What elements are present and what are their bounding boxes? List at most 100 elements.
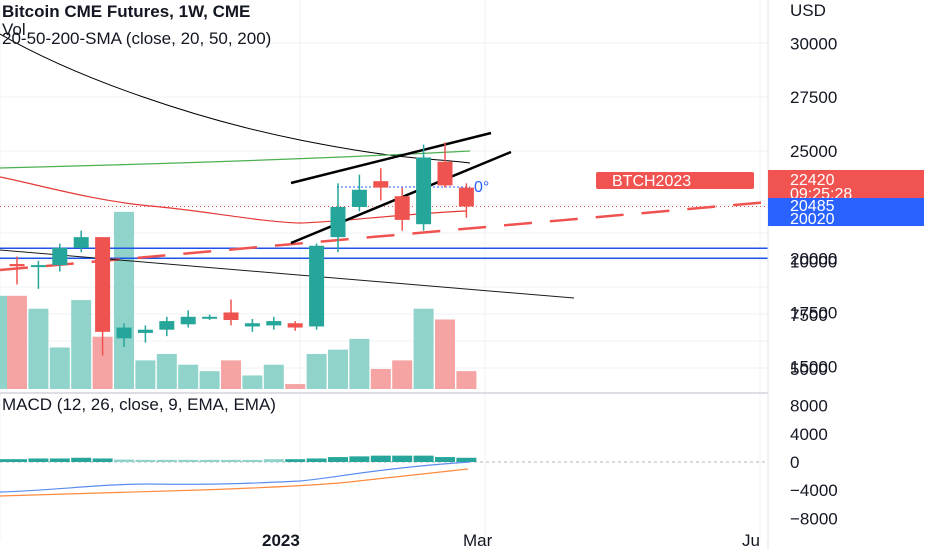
price-tick-label: 20000 xyxy=(790,250,837,269)
macd-tick-label: 0 xyxy=(790,453,799,472)
volume-bar xyxy=(0,295,7,389)
price-axis[interactable]: 3500032500300002750025000200001750015000… xyxy=(262,0,932,550)
price-tick-label: 15000 xyxy=(790,357,837,376)
candle-body xyxy=(458,187,474,207)
volume-bar xyxy=(456,371,477,389)
macd-legend[interactable]: MACD (12, 26, close, 9, EMA, EMA) xyxy=(2,395,276,414)
symbol-tag-label: BTCH2023 xyxy=(612,173,691,190)
sma-20-line xyxy=(0,176,467,224)
price-tick-label: 30000 xyxy=(790,34,837,53)
volume-bar xyxy=(7,295,27,389)
macd-histogram-bar xyxy=(392,455,413,462)
macd-histogram-bar xyxy=(242,459,263,462)
candle-body xyxy=(330,206,346,238)
macd-histogram-bar xyxy=(199,459,220,462)
candle-body xyxy=(373,181,389,188)
volume-legend[interactable]: Vol xyxy=(2,20,26,39)
axis-background xyxy=(768,0,932,550)
candle-body xyxy=(116,327,132,339)
volume-bar xyxy=(413,308,434,389)
candle-body xyxy=(287,323,303,328)
candle-body xyxy=(437,161,453,186)
moving-averages xyxy=(0,33,768,259)
candle-body xyxy=(351,189,367,207)
candle-body xyxy=(137,329,153,333)
macd-histogram-bar xyxy=(0,459,7,462)
time-tick-label: Mar xyxy=(463,531,493,550)
channel-upper-line xyxy=(290,131,492,185)
price-tick-label: 10000 xyxy=(790,252,837,271)
macd-histogram-bar xyxy=(114,459,134,462)
symbol-title[interactable]: Bitcoin CME Futures, 1W, CME xyxy=(2,2,251,21)
volume-bar xyxy=(435,319,455,389)
macd-histogram-bar xyxy=(285,459,306,462)
volume-bar xyxy=(370,369,391,389)
macd-histogram-bar xyxy=(178,459,199,462)
candle-body xyxy=(9,264,25,267)
macd-histogram-bar xyxy=(435,457,455,462)
macd-histogram-bar xyxy=(221,459,241,462)
candle-body xyxy=(95,237,111,332)
volume-bar xyxy=(49,347,70,389)
candle-body xyxy=(30,265,46,268)
volume-bar xyxy=(285,384,306,389)
last-price-tag xyxy=(768,170,924,200)
macd-histogram-bar xyxy=(306,458,327,462)
volume-bar xyxy=(263,364,284,389)
volume-bar xyxy=(199,371,220,389)
macd-pane xyxy=(0,455,768,497)
signal-line xyxy=(0,468,469,497)
dashed-trendline xyxy=(0,200,769,272)
volume-bar xyxy=(328,349,348,389)
macd-histogram-bar xyxy=(413,455,434,462)
volume-bar xyxy=(114,211,134,389)
volume-bar xyxy=(392,360,413,389)
support-top-label: 20485 xyxy=(790,198,835,215)
angle-label: 0° xyxy=(474,179,489,196)
volume-bar xyxy=(178,364,199,389)
price-tick-label: 7500 xyxy=(790,306,828,325)
candle-body xyxy=(180,316,196,325)
candle-body xyxy=(159,321,175,330)
macd-histogram-bar xyxy=(456,457,477,462)
volume-pane xyxy=(0,211,477,389)
price-tick-label: 5000 xyxy=(790,360,828,379)
volume-bar xyxy=(242,375,263,389)
candle-body xyxy=(244,323,260,327)
volume-bar xyxy=(221,360,241,389)
volume-bar xyxy=(306,353,327,389)
macd-histogram-bar xyxy=(28,458,49,462)
volume-bar xyxy=(92,336,113,389)
macd-tick-label: 8000 xyxy=(790,397,828,416)
macd-histogram-bar xyxy=(92,458,113,462)
symbol-tag xyxy=(596,172,754,189)
volume-bar xyxy=(71,300,92,389)
last-price-label: 22420 xyxy=(790,172,835,189)
macd-histogram-bar xyxy=(349,456,370,462)
macd-tick-label: 4000 xyxy=(790,425,828,444)
price-tick-label: 27500 xyxy=(790,88,837,107)
lower-trendline xyxy=(0,249,575,299)
time-tick-label: 2023 xyxy=(262,531,300,550)
price-unit-label: USD xyxy=(790,1,826,20)
volume-bar xyxy=(28,308,49,389)
candle-body xyxy=(416,157,432,225)
sma-legend[interactable]: 20-50-200-SMA (close, 20, 50, 200) xyxy=(2,29,272,48)
macd-histogram-bar xyxy=(263,459,284,462)
candle-body xyxy=(266,321,282,326)
time-tick-label: Ju xyxy=(742,531,760,550)
macd-line xyxy=(0,461,471,493)
sma-200-line xyxy=(0,33,471,164)
support-bottom-tag xyxy=(768,213,924,226)
candlestick-series xyxy=(9,142,474,356)
candle-body xyxy=(223,312,239,321)
sma-50-line xyxy=(0,150,471,169)
macd-histogram-bar xyxy=(71,457,92,462)
macd-histogram-bar xyxy=(7,459,27,462)
support-top-tag xyxy=(768,198,924,213)
price-tick-label: 17500 xyxy=(790,303,837,322)
candle-body xyxy=(394,196,410,220)
candle-body xyxy=(202,316,218,319)
candle-body xyxy=(52,247,68,266)
